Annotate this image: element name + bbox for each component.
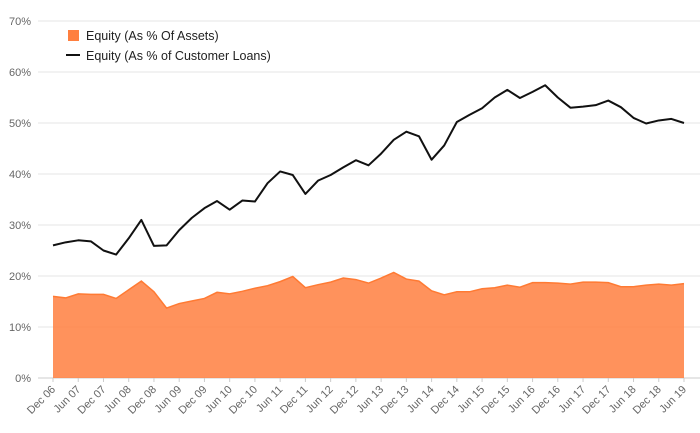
x-tick-label: Dec 16 bbox=[530, 384, 563, 417]
x-tick-label: Dec 17 bbox=[580, 384, 613, 417]
x-tick-label: Dec 11 bbox=[278, 384, 311, 417]
legend-label-assets: Equity (As % Of Assets) bbox=[86, 29, 219, 43]
plot-area bbox=[52, 84, 685, 378]
x-tick-label: Dec 15 bbox=[479, 384, 512, 417]
x-tick-label: Dec 09 bbox=[176, 384, 209, 417]
x-tick-label: Dec 18 bbox=[631, 384, 664, 417]
x-tick-label: Jun 19 bbox=[657, 384, 689, 416]
x-tick-label: Dec 10 bbox=[227, 384, 260, 417]
legend: Equity (As % Of Assets) Equity (As % of … bbox=[66, 29, 271, 63]
series-area-assets bbox=[53, 272, 684, 378]
series-area-assets-edge bbox=[52, 271, 685, 310]
series-line-loans bbox=[52, 84, 685, 256]
legend-swatch-assets bbox=[68, 30, 79, 41]
y-tick-label: 40% bbox=[9, 169, 31, 181]
y-tick-label: 10% bbox=[9, 322, 31, 334]
x-tick-label: Dec 08 bbox=[126, 384, 159, 417]
y-tick-label: 20% bbox=[9, 271, 31, 283]
x-tick-label: Dec 06 bbox=[25, 384, 58, 417]
x-tick-label: Dec 14 bbox=[429, 384, 462, 417]
x-tick-label: Dec 13 bbox=[378, 384, 411, 417]
y-tick-label: 70% bbox=[9, 16, 31, 28]
y-tick-label: 0% bbox=[15, 373, 31, 385]
y-tick-label: 30% bbox=[9, 220, 31, 232]
legend-label-loans: Equity (As % of Customer Loans) bbox=[86, 49, 271, 63]
y-axis: 0% 10% 20% 30% 40% 50% 60% 70% bbox=[9, 16, 31, 385]
x-tick-label: Dec 12 bbox=[328, 384, 361, 417]
y-tick-label: 50% bbox=[9, 118, 31, 130]
y-tick-label: 60% bbox=[9, 67, 31, 79]
x-tick-label: Dec 07 bbox=[75, 384, 108, 417]
